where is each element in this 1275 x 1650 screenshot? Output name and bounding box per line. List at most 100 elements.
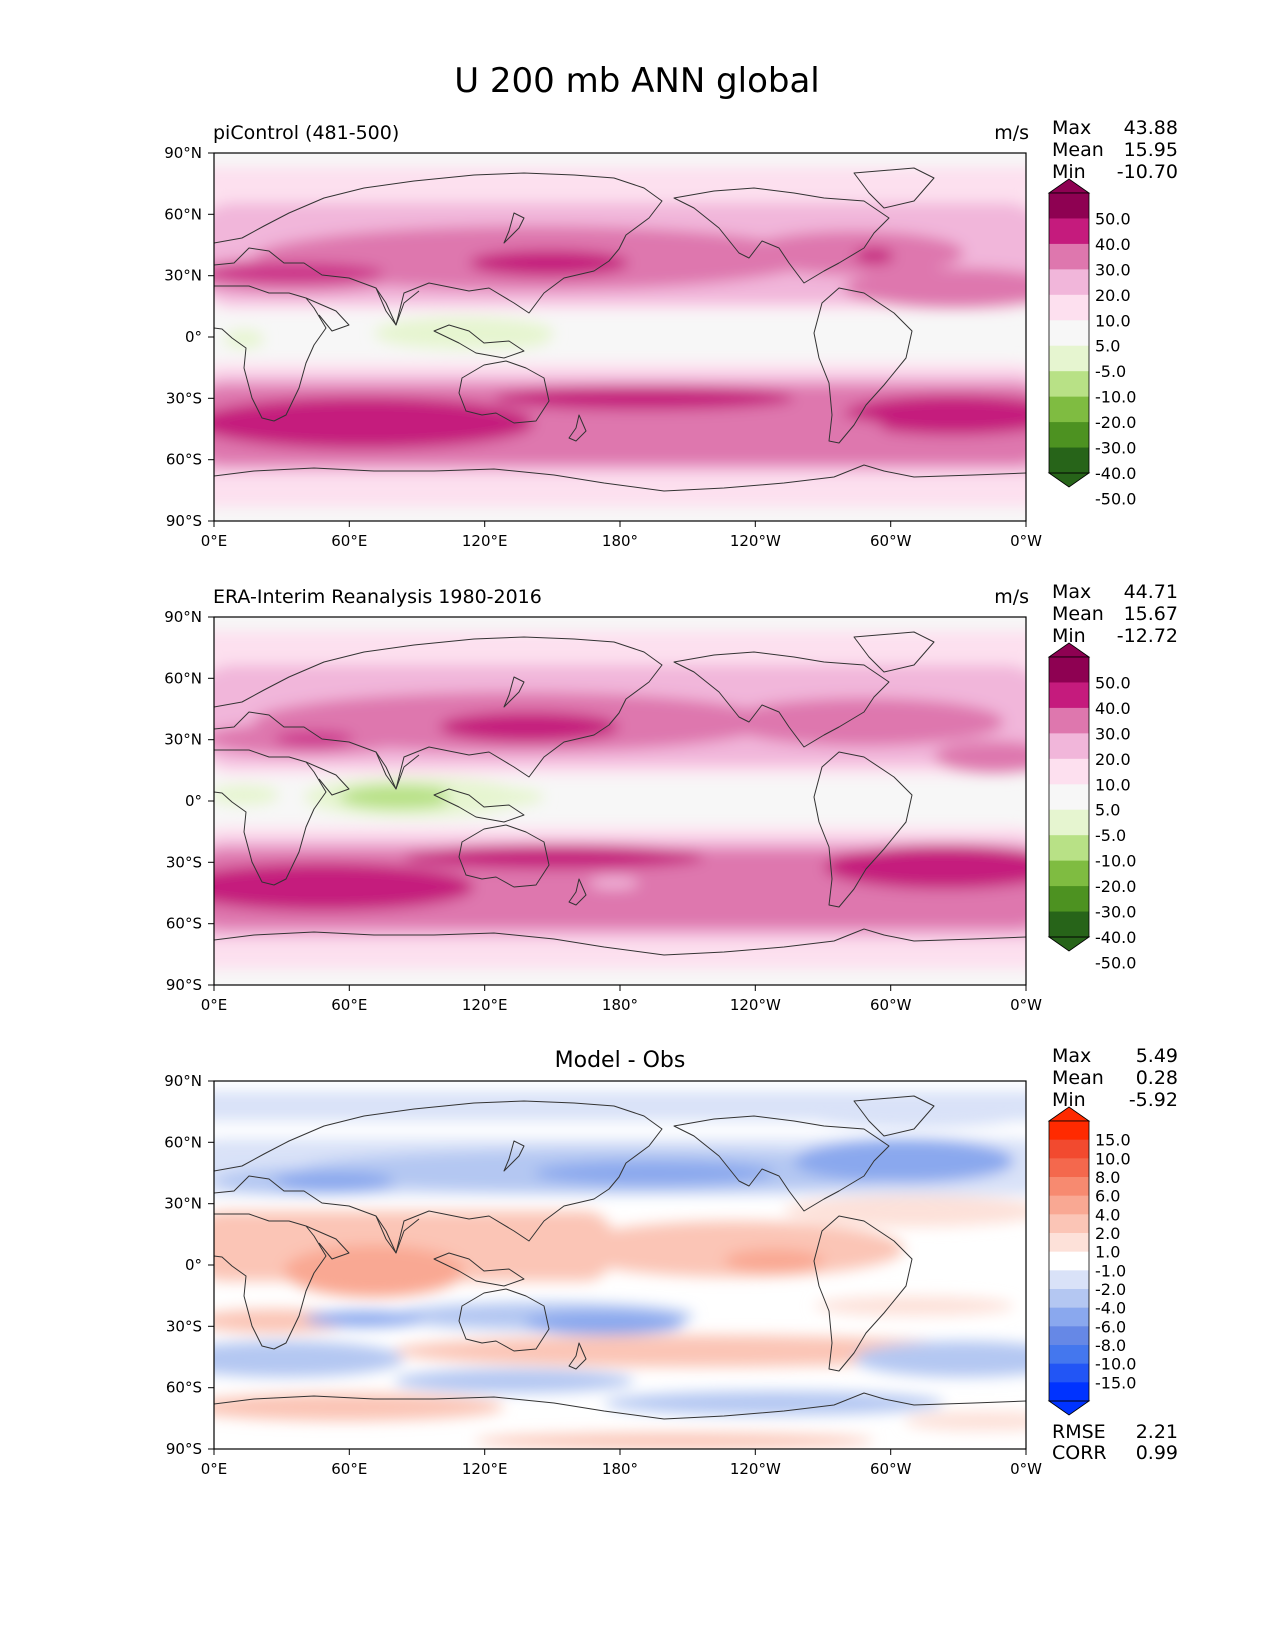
coast-japan	[503, 676, 525, 708]
field-blob	[214, 863, 474, 911]
x-tick-label: 120°E	[462, 532, 508, 550]
coast-south-america	[813, 751, 913, 908]
field-blob	[564, 1221, 904, 1277]
coastlines	[214, 631, 1026, 956]
field-blob	[404, 845, 704, 869]
y-tick-label: 90°N	[164, 608, 202, 626]
y-tick-label: 30°N	[164, 1195, 202, 1213]
field-band	[214, 167, 1026, 191]
colorbar-label: -5.0	[1095, 826, 1126, 845]
x-tick-label: 0°W	[1010, 532, 1042, 550]
colorbar-swatch	[1049, 1270, 1089, 1290]
x-axis: 0°E 60°E 120°E 180° 120°W 60°W 0°W	[201, 985, 1042, 1014]
colorbar-swatch	[1049, 1214, 1089, 1234]
field-blob	[214, 1341, 404, 1377]
colorbar-swatch	[1049, 1233, 1089, 1253]
colorbar-swatch	[1049, 1307, 1089, 1327]
field-blob	[394, 1335, 994, 1367]
x-tick-label: 60°W	[870, 1460, 912, 1478]
field-band	[214, 473, 1026, 507]
colorbar-label: 10.0	[1095, 311, 1131, 330]
colorbar-label: -40.0	[1095, 464, 1136, 483]
stat-mean-value: 15.95	[1124, 139, 1178, 161]
y-tick-label: 0°	[185, 1256, 202, 1274]
panel-units: m/s	[994, 586, 1029, 608]
coast-arabia	[305, 297, 350, 332]
colorbar-frame	[1048, 192, 1090, 474]
coast-north-america	[673, 187, 890, 284]
x-tick-label: 0°W	[1010, 996, 1042, 1014]
field-blob	[904, 1411, 1026, 1431]
panel-left-title: ERA-Interim Reanalysis 1980-2016	[213, 586, 542, 608]
field-blob	[794, 1139, 1014, 1183]
y-tick-label: 30°S	[166, 853, 202, 871]
colorbar-label: -2.0	[1095, 1280, 1126, 1299]
field-blob	[394, 1369, 634, 1393]
panel-units: m/s	[994, 122, 1029, 144]
colorbar: 50.0 40.0 30.0 20.0 10.0 5.0 -5.0 -10.0 -20.0 -30…	[1047, 642, 1136, 972]
colorbar-label: -15.0	[1095, 1373, 1136, 1392]
metrics-block: RMSE CORR 2.21 0.99	[1052, 1421, 1178, 1464]
stat-max-value: 43.88	[1124, 117, 1178, 139]
coast-india	[375, 287, 420, 326]
x-tick-label: 180°	[602, 532, 638, 550]
stat-min-value: -5.92	[1129, 1089, 1178, 1111]
stat-mean-value: 0.28	[1136, 1067, 1178, 1089]
y-tick-label: 0°	[185, 328, 202, 346]
colorbar-label: -30.0	[1095, 439, 1136, 458]
y-tick-label: 60°S	[166, 915, 202, 933]
field-blob	[724, 698, 1004, 746]
x-tick-label: 60°W	[870, 532, 912, 550]
panel-model: piControl (481-500) m/s Max Mean Min 43.…	[164, 117, 1178, 550]
colorbar-swatch	[1049, 784, 1089, 811]
y-tick-label: 60°S	[166, 1379, 202, 1397]
colorbar-swatch	[1049, 886, 1089, 913]
field-blob	[214, 397, 534, 449]
y-tick-label: 30°S	[166, 1317, 202, 1335]
colorbar-swatch	[1049, 422, 1089, 449]
colorbar-swatch	[1049, 1289, 1089, 1309]
coast-japan	[503, 212, 525, 244]
field-blob	[814, 1296, 1014, 1316]
colorbar-swatch	[1049, 396, 1089, 423]
colorbar-swatch	[1049, 911, 1089, 938]
field-blob	[224, 330, 264, 348]
coast-australia	[458, 824, 550, 888]
coast-eurasia	[214, 636, 663, 790]
colorbar-swatch	[1049, 1121, 1089, 1141]
x-tick-label: 0°E	[201, 996, 228, 1014]
colorbar-label: -50.0	[1095, 953, 1136, 972]
coastlines	[214, 167, 1026, 492]
colorbar-swatch	[1049, 733, 1089, 760]
figure-title: U 200 mb ANN global	[454, 61, 820, 101]
colorbar-swatch	[1049, 1345, 1089, 1365]
colorbar-swatch	[1049, 447, 1089, 474]
x-tick-label: 0°W	[1010, 1460, 1042, 1478]
colorbar-frame	[1048, 1120, 1090, 1402]
y-tick-label: 60°N	[164, 669, 202, 687]
colorbar-swatch	[1049, 1326, 1089, 1346]
field-blob	[844, 395, 1026, 435]
field-blob	[284, 1245, 464, 1297]
field-blob	[844, 268, 1026, 308]
field-blob	[794, 1093, 1026, 1129]
stat-max-value: 5.49	[1136, 1045, 1178, 1067]
coast-antarctica	[214, 928, 1026, 956]
colorbar-swatch	[1049, 809, 1089, 836]
field-blob	[494, 386, 794, 410]
coast-africa	[214, 1213, 327, 1350]
y-tick-label: 90°S	[166, 512, 202, 530]
stat-max-value: 44.71	[1124, 581, 1178, 603]
x-tick-label: 60°E	[331, 1460, 367, 1478]
colorbar-swatch	[1049, 758, 1089, 785]
colorbar-label: 20.0	[1095, 286, 1131, 305]
field-blob	[469, 250, 629, 276]
colorbar-swatch	[1049, 269, 1089, 296]
y-tick-label: 60°N	[164, 1133, 202, 1151]
field-blob	[304, 1311, 424, 1327]
colorbar-swatch	[1049, 1139, 1089, 1159]
y-tick-label: 90°N	[164, 144, 202, 162]
rmse-value: 2.21	[1136, 1421, 1178, 1443]
colorbar-swatch	[1049, 1382, 1089, 1402]
y-tick-label: 60°N	[164, 205, 202, 223]
